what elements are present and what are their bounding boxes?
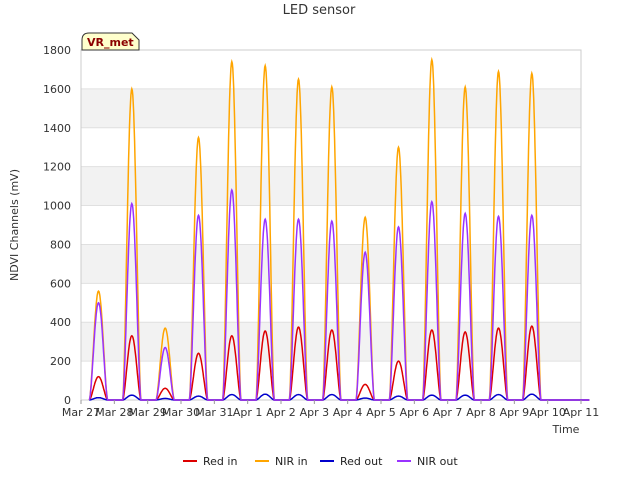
series-line-red-in bbox=[88, 325, 590, 401]
y-tick-label: 800 bbox=[50, 238, 71, 251]
x-tick-label: Apr 2 bbox=[266, 406, 296, 419]
x-tick-label: Apr 5 bbox=[366, 406, 396, 419]
x-tick-label: Apr 11 bbox=[563, 406, 600, 419]
y-tick-label: 1400 bbox=[43, 122, 71, 135]
legend-label: Red in bbox=[203, 455, 237, 468]
x-tick-label: Apr 8 bbox=[466, 406, 496, 419]
badge-label: VR_met bbox=[87, 36, 134, 49]
series-lines bbox=[88, 56, 590, 401]
x-tick-label: Apr 7 bbox=[433, 406, 463, 419]
y-tick-label: 200 bbox=[50, 355, 71, 368]
x-tick-label: Mar 31 bbox=[195, 406, 233, 419]
chart-title: LED sensor bbox=[283, 3, 356, 18]
legend-label: NIR in bbox=[275, 455, 308, 468]
plot-band bbox=[81, 166, 581, 206]
x-tick-label: Apr 6 bbox=[400, 406, 430, 419]
x-tick-label: Mar 27 bbox=[62, 406, 100, 419]
y-tick-label: 1600 bbox=[43, 83, 71, 96]
legend-label: NIR out bbox=[417, 455, 458, 468]
y-tick-label: 1000 bbox=[43, 200, 71, 213]
x-tick-label: Apr 1 bbox=[233, 406, 263, 419]
y-tick-label: 1800 bbox=[43, 44, 71, 57]
plot-band bbox=[81, 244, 581, 284]
x-tick-label: Apr 10 bbox=[529, 406, 566, 419]
series-line-nir-out bbox=[88, 188, 590, 401]
y-axis-label: NDVI Channels (mV) bbox=[8, 169, 21, 281]
y-tick-label: 600 bbox=[50, 277, 71, 290]
x-tick-label: Mar 30 bbox=[162, 406, 200, 419]
vr-met-badge: VR_met bbox=[81, 32, 140, 51]
series-line-nir-in bbox=[88, 56, 590, 401]
x-tick-label: Apr 3 bbox=[300, 406, 330, 419]
badge-box bbox=[81, 32, 140, 51]
legend-label: Red out bbox=[340, 455, 383, 468]
x-tick-label: Mar 29 bbox=[129, 406, 167, 419]
plot-frame bbox=[80, 49, 582, 401]
y-tick-label: 1200 bbox=[43, 161, 71, 174]
legend: Red in NIR in Red out NIR out bbox=[183, 455, 458, 468]
x-tick-label: Apr 9 bbox=[500, 406, 530, 419]
series-line-red-out bbox=[89, 393, 590, 401]
y-tick-label: 400 bbox=[50, 316, 71, 329]
y-tick-labels: 0 200 400 600 800 1000 1200 1400 1600 1800 bbox=[43, 44, 71, 407]
x-tick-label: Apr 4 bbox=[333, 406, 363, 419]
x-tick-label: Mar 28 bbox=[95, 406, 133, 419]
y-tick-label: 0 bbox=[64, 394, 71, 407]
x-axis-label: Time bbox=[552, 423, 580, 436]
